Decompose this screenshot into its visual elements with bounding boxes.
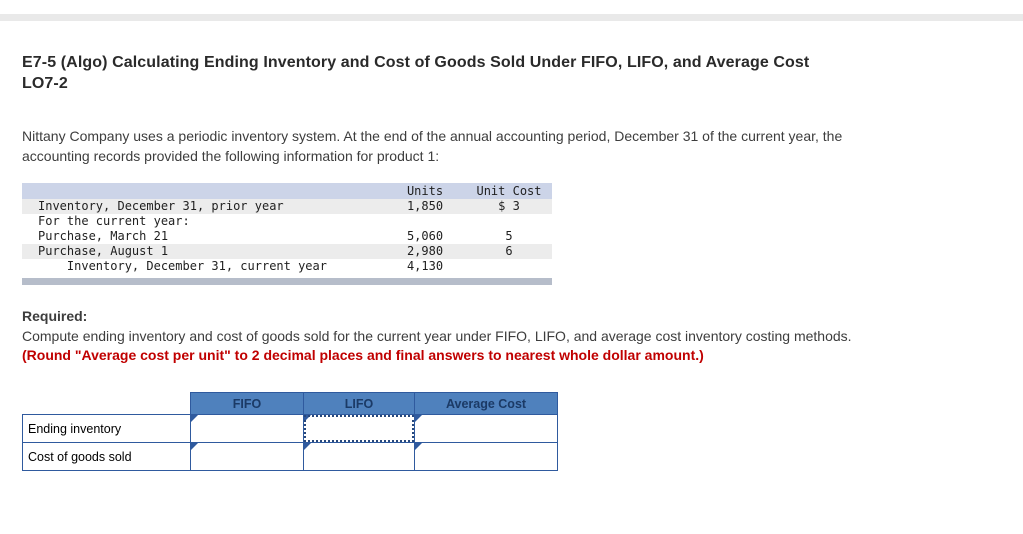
answer-table: FIFO LIFO Average Cost Ending inventory xyxy=(22,392,558,471)
row-units: 4,130 xyxy=(406,259,444,273)
answer-table-corner xyxy=(23,393,191,415)
row-units: 5,060 xyxy=(406,229,444,243)
table-row: Purchase, August 1 2,980 6 xyxy=(22,244,552,259)
row-label-cost-of-goods-sold: Cost of goods sold xyxy=(22,442,191,471)
answer-cell-ending-inventory-fifo[interactable] xyxy=(190,414,304,443)
cell-value xyxy=(304,427,414,430)
row-unit-cost xyxy=(466,259,552,274)
row-label: Purchase, March 21 xyxy=(38,229,169,243)
answer-marker-icon xyxy=(415,415,422,422)
answer-marker-icon xyxy=(304,443,311,450)
cell-value xyxy=(191,427,303,430)
table-row: Cost of goods sold xyxy=(22,442,558,471)
row-units: 2,980 xyxy=(384,244,466,259)
problem-title: E7-5 (Algo) Calculating Ending Inventory… xyxy=(22,52,992,94)
inventory-header-empty xyxy=(22,183,384,199)
required-instruction: Compute ending inventory and cost of goo… xyxy=(22,328,852,344)
answer-marker-icon xyxy=(191,443,198,450)
row-label: Inventory, December 31, prior year xyxy=(22,199,384,214)
cell-value xyxy=(304,455,414,458)
row-unit-cost: 6 xyxy=(466,244,552,259)
answer-marker-icon xyxy=(415,443,422,450)
answer-cell-ending-inventory-average-cost[interactable] xyxy=(414,414,558,443)
answer-marker-icon xyxy=(191,415,198,422)
row-label: For the current year: xyxy=(38,214,190,228)
row-label-ending-inventory: Ending inventory xyxy=(22,414,191,443)
problem-title-line1: E7-5 (Algo) Calculating Ending Inventory… xyxy=(22,54,810,71)
answer-cell-cost-of-goods-sold-average-cost[interactable] xyxy=(414,442,558,471)
answer-cell-ending-inventory-lifo[interactable] xyxy=(303,414,415,443)
row-unit-cost xyxy=(466,214,552,229)
problem-intro-line2: accounting records provided the followin… xyxy=(22,148,440,164)
problem-intro-line1: Nittany Company uses a periodic inventor… xyxy=(22,128,843,144)
table-scrollbar[interactable] xyxy=(22,278,552,285)
answer-cell-cost-of-goods-sold-fifo[interactable] xyxy=(190,442,304,471)
answer-table-header-row: FIFO LIFO Average Cost xyxy=(23,392,558,415)
answer-cell-cost-of-goods-sold-lifo[interactable] xyxy=(303,442,415,471)
table-row: For the current year: xyxy=(22,214,552,229)
row-unit-cost: 5 xyxy=(505,229,513,243)
row-label: Purchase, August 1 xyxy=(22,244,384,259)
row-unit-cost: $ 3 xyxy=(466,199,552,214)
row-label: Inventory, December 31, current year xyxy=(38,259,327,273)
cell-value xyxy=(191,455,303,458)
inventory-table-header-row: Units Unit Cost xyxy=(22,183,552,199)
problem-intro: Nittany Company uses a periodic inventor… xyxy=(22,126,992,166)
row-units xyxy=(384,214,466,229)
answer-col-header-average-cost: Average Cost xyxy=(414,392,558,415)
answer-marker-icon xyxy=(304,415,311,422)
rounding-note: (Round "Average cost per unit" to 2 deci… xyxy=(22,347,704,363)
table-row: Ending inventory xyxy=(22,414,558,443)
inventory-header-unit-cost: Unit Cost xyxy=(466,183,552,199)
inventory-table: Units Unit Cost Inventory, December 31, … xyxy=(22,183,552,274)
cell-value xyxy=(415,455,557,458)
row-units: 1,850 xyxy=(384,199,466,214)
answer-col-header-fifo: FIFO xyxy=(190,392,304,415)
table-row: Inventory, December 31, prior year 1,850… xyxy=(22,199,552,214)
top-divider xyxy=(0,14,1023,21)
cell-value xyxy=(415,427,557,430)
table-row: Inventory, December 31, current year 4,1… xyxy=(22,259,552,274)
answer-col-header-lifo: LIFO xyxy=(303,392,415,415)
table-row: Purchase, March 21 5,060 5 xyxy=(22,229,552,244)
required-heading: Required: xyxy=(22,308,88,324)
problem-title-line2: LO7-2 xyxy=(22,75,68,92)
inventory-header-units: Units xyxy=(384,183,466,199)
